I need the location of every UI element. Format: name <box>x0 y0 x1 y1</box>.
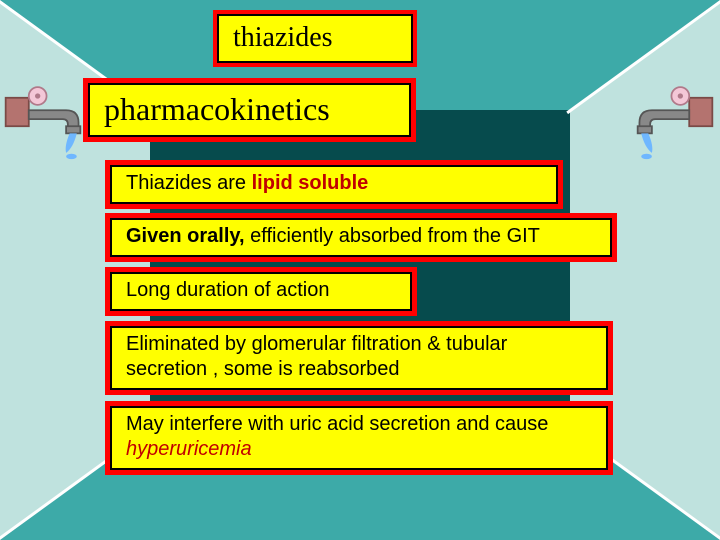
bullet-text: Given orally, <box>126 225 245 247</box>
bullet-text: Long duration of action <box>126 279 330 301</box>
bullet-box: Long duration of action <box>110 272 412 311</box>
bullet-text: Thiazides are <box>126 172 252 194</box>
bullet-box: Thiazides are lipid soluble <box>110 165 558 204</box>
slide-subtitle: pharmacokinetics <box>88 83 411 137</box>
bullet-text: Eliminated by glomerular filtration & tu… <box>126 333 507 380</box>
slide-title: thiazides <box>217 14 413 63</box>
faucet-icon <box>604 80 714 160</box>
bullet-text: lipid soluble <box>252 172 369 194</box>
bullet-text: efficiently absorbed from the GIT <box>245 225 540 247</box>
bullet-box: Eliminated by glomerular filtration & tu… <box>110 326 608 390</box>
bullet-box: Given orally, efficiently absorbed from … <box>110 218 612 257</box>
slide-stage: thiazides pharmacokinetics Thiazides are… <box>0 0 720 540</box>
bullet-text: May interfere with uric acid secretion a… <box>126 413 548 435</box>
bullet-box: May interfere with uric acid secretion a… <box>110 406 608 470</box>
bullet-text: hyperuricemia <box>126 438 252 460</box>
